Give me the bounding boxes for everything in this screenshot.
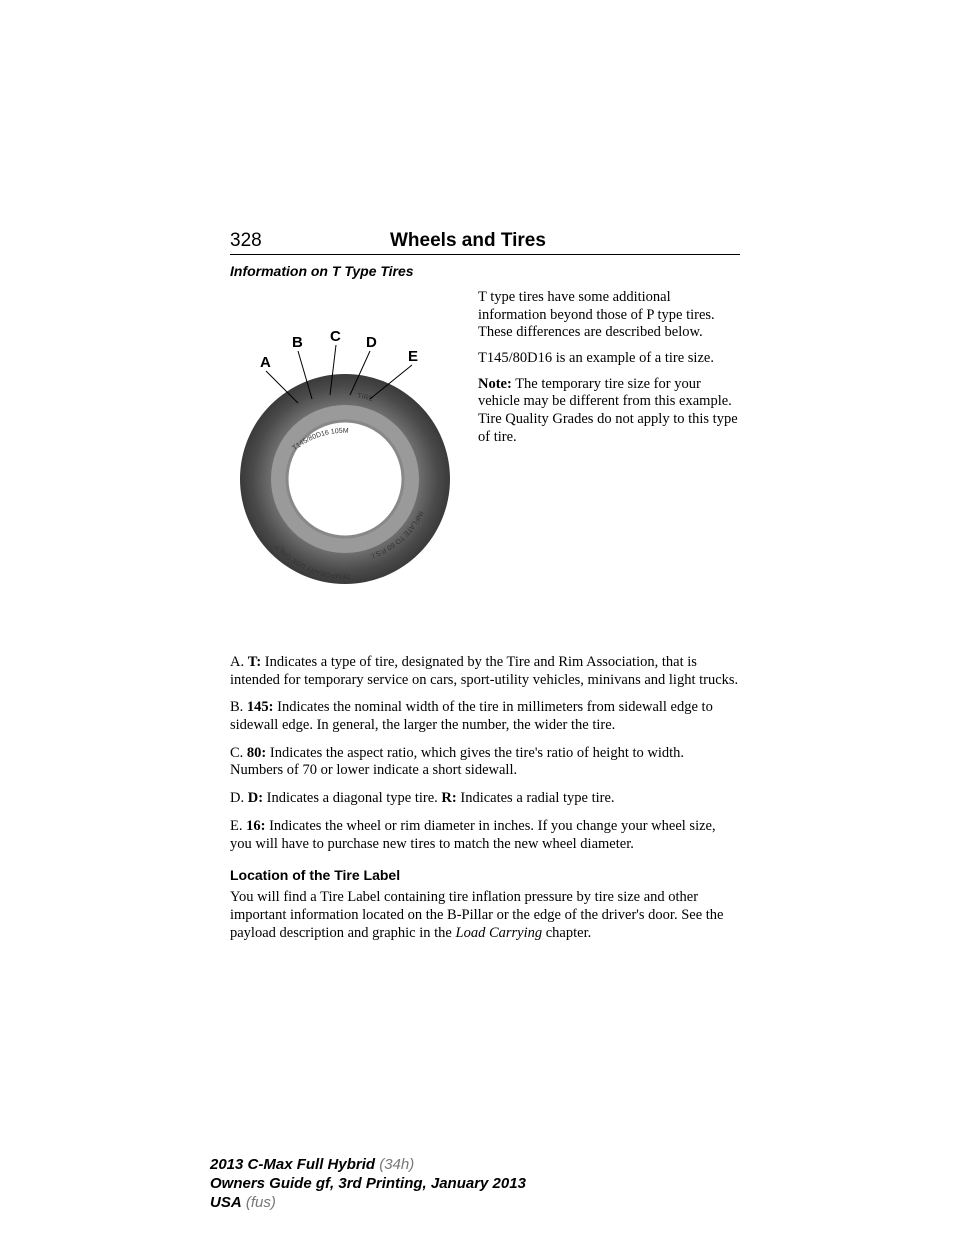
page-header: 328 Wheels and Tires: [230, 230, 740, 255]
intro-note: Note: The temporary tire size for your v…: [478, 376, 740, 447]
definition-e: E. 16: Indicates the wheel or rim diamet…: [230, 818, 740, 853]
subsection-heading: Information on T Type Tires: [230, 263, 740, 279]
footer-line-2: Owners Guide gf, 3rd Printing, January 2…: [210, 1175, 526, 1194]
intro-text-column: T type tires have some additional inform…: [478, 289, 740, 614]
intro-para-1: T type tires have some additional inform…: [478, 289, 740, 342]
location-paragraph: You will find a Tire Label containing ti…: [230, 889, 740, 942]
callout-label-a: A: [260, 354, 271, 371]
footer-line-3: USA (fus): [210, 1194, 526, 1213]
note-text: The temporary tire size for your vehicle…: [478, 376, 738, 445]
page-content: 328 Wheels and Tires Information on T Ty…: [230, 230, 740, 952]
figure-and-intro: T145/80D16 105M TIRE TEMPORARY USE ONLY …: [230, 289, 740, 614]
intro-para-2: T145/80D16 is an example of a tire size.: [478, 350, 740, 368]
definition-d: D. D: Indicates a diagonal type tire. R:…: [230, 790, 740, 808]
tire-svg: T145/80D16 105M TIRE TEMPORARY USE ONLY …: [230, 289, 460, 609]
callout-label-d: D: [366, 334, 377, 351]
location-italic-ref: Load Carrying: [456, 925, 543, 941]
section-title: Wheels and Tires: [390, 230, 546, 252]
definition-b: B. 145: Indicates the nominal width of t…: [230, 699, 740, 734]
definition-a: A. T: Indicates a type of tire, designat…: [230, 654, 740, 689]
note-label: Note:: [478, 376, 512, 392]
footer-line-1: 2013 C-Max Full Hybrid (34h): [210, 1156, 526, 1175]
page-number: 328: [230, 230, 390, 252]
callout-label-e: E: [408, 348, 418, 365]
definition-c: C. 80: Indicates the aspect ratio, which…: [230, 745, 740, 780]
location-heading: Location of the Tire Label: [230, 867, 740, 883]
page-footer: 2013 C-Max Full Hybrid (34h) Owners Guid…: [210, 1156, 526, 1212]
callout-label-b: B: [292, 334, 303, 351]
tire-diagram: T145/80D16 105M TIRE TEMPORARY USE ONLY …: [230, 289, 460, 614]
callout-label-c: C: [330, 328, 341, 345]
